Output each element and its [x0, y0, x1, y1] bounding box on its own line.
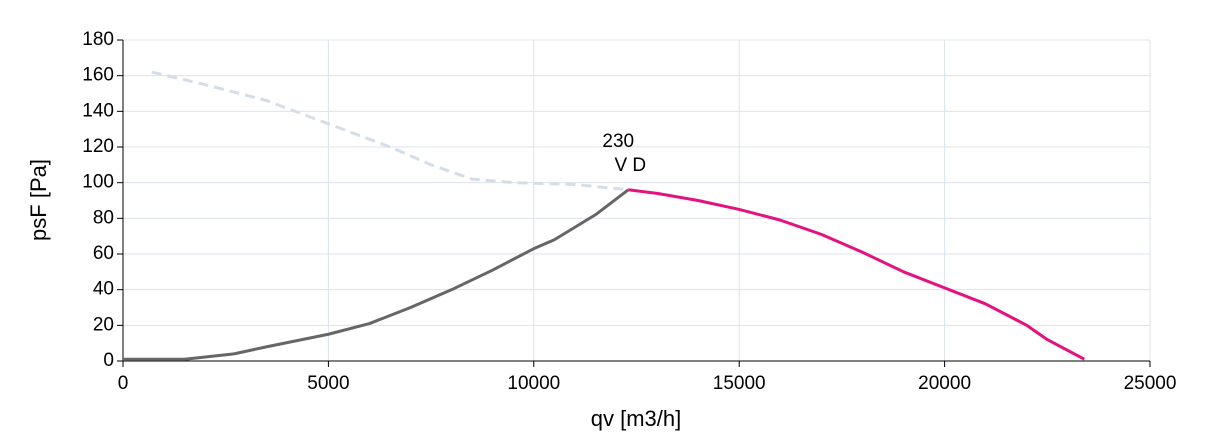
- curve: [123, 188, 630, 361]
- annotation: V D: [614, 155, 646, 176]
- x-tick-label: 20000: [918, 373, 971, 394]
- y-tick-label: 180: [82, 29, 114, 50]
- y-tick-label: 80: [93, 207, 114, 228]
- x-axis-label: qv [m3/h]: [591, 406, 681, 431]
- y-tick-label: 0: [103, 350, 114, 371]
- x-tick-label: 10000: [507, 373, 560, 394]
- y-tick-label: 60: [93, 243, 114, 264]
- y-tick-label: 40: [93, 279, 114, 300]
- x-tick-label: 5000: [307, 373, 349, 394]
- curve: [151, 70, 629, 192]
- y-tick-label: 20: [93, 314, 114, 335]
- y-tick-label: 140: [82, 100, 114, 121]
- y-tick-label: 160: [82, 65, 114, 86]
- curve: [628, 188, 1085, 361]
- y-tick-label: 100: [82, 172, 114, 193]
- y-tick-label: 120: [82, 136, 114, 157]
- x-tick-label: 15000: [713, 373, 766, 394]
- x-tick-label: 25000: [1124, 373, 1177, 394]
- x-tick-label: 0: [118, 373, 129, 394]
- annotation: 230: [602, 131, 634, 152]
- y-axis-label: psF [Pa]: [26, 159, 51, 241]
